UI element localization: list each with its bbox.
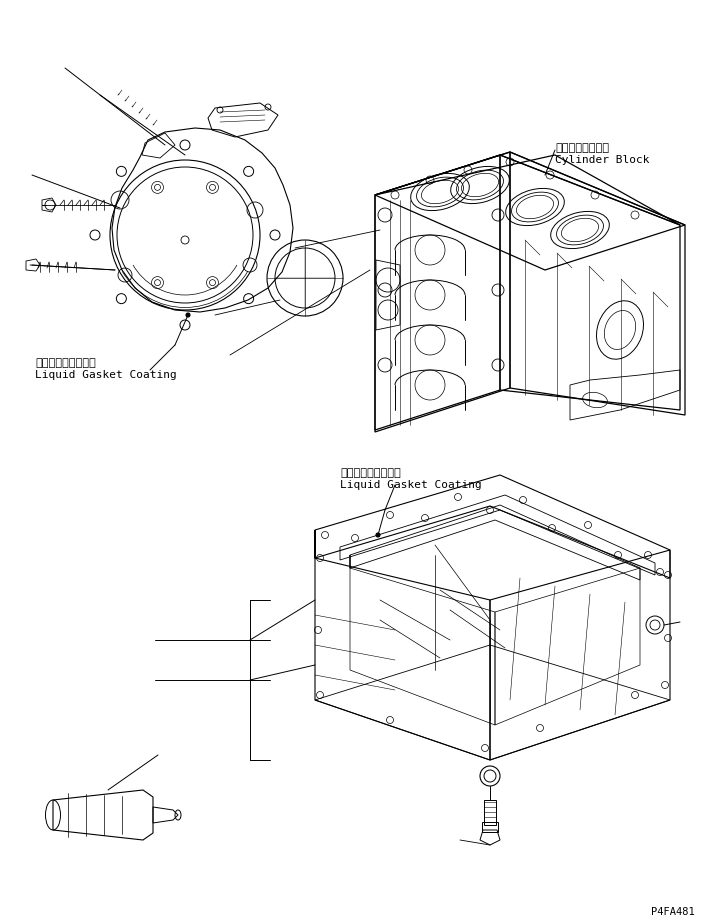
Text: Cylinder Block: Cylinder Block	[555, 155, 649, 165]
Circle shape	[186, 313, 190, 317]
Text: 液状ガスケット塗布: 液状ガスケット塗布	[35, 358, 96, 368]
Bar	[484, 800, 496, 825]
Bar	[482, 822, 498, 832]
Text: Liquid Gasket Coating: Liquid Gasket Coating	[35, 370, 177, 380]
Circle shape	[376, 533, 380, 537]
Text: Liquid Gasket Coating: Liquid Gasket Coating	[340, 480, 482, 490]
Text: シリンダブロック: シリンダブロック	[555, 143, 609, 153]
Text: P4FA481: P4FA481	[651, 907, 695, 917]
Text: 液状ガスケット塗布: 液状ガスケット塗布	[340, 468, 400, 478]
